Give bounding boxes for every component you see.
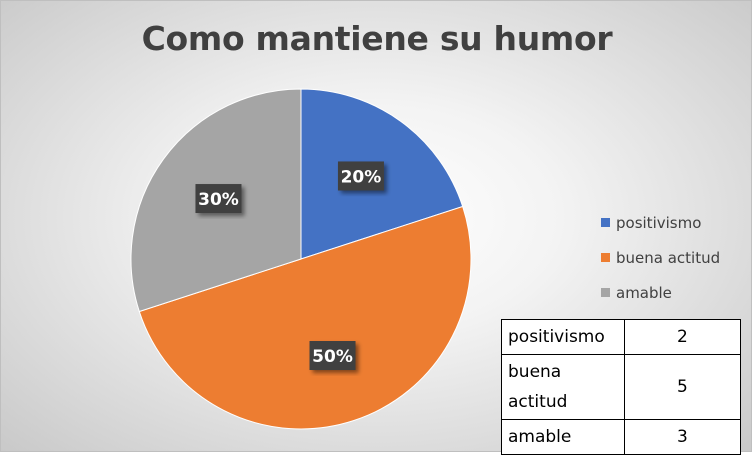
data-label-box [309,341,356,371]
table-cell-value: 3 [623,419,742,455]
data-label: 30% [195,184,242,214]
data-label-text: 30% [198,190,239,210]
table-cell-category: positivismo [501,319,625,355]
data-label: 50% [309,341,356,371]
data-label-text: 50% [312,347,353,367]
legend-label: buena actitud [616,248,721,267]
legend-item: positivismo [601,205,741,240]
table-cell-category: amable [501,419,625,455]
data-label-box [337,161,384,191]
data-label-box [195,184,242,214]
table-row: buena actitud 5 [501,354,742,420]
legend-swatch [601,218,610,227]
table-cell-value: 5 [623,354,742,420]
legend-item: buena actitud [601,240,741,275]
data-table: positivismo 2 buena actitud 5 amable 3 [501,319,742,455]
legend-swatch [601,288,610,297]
legend-label: amable [616,283,672,302]
legend-item: amable [601,275,741,310]
data-label-text: 20% [341,167,382,187]
table-cell-value: 2 [623,319,742,355]
table-cell-category: buena actitud [501,354,625,420]
table-row: positivismo 2 [501,319,742,355]
table-row: amable 3 [501,419,742,455]
legend-label: positivismo [616,213,702,232]
legend-swatch [601,253,610,262]
pie-slice-buena-actitud [138,205,472,430]
data-label: 20% [337,161,384,191]
chart-legend: positivismo buena actitud amable [601,205,741,310]
chart-title: Como mantiene su humor [141,19,613,58]
